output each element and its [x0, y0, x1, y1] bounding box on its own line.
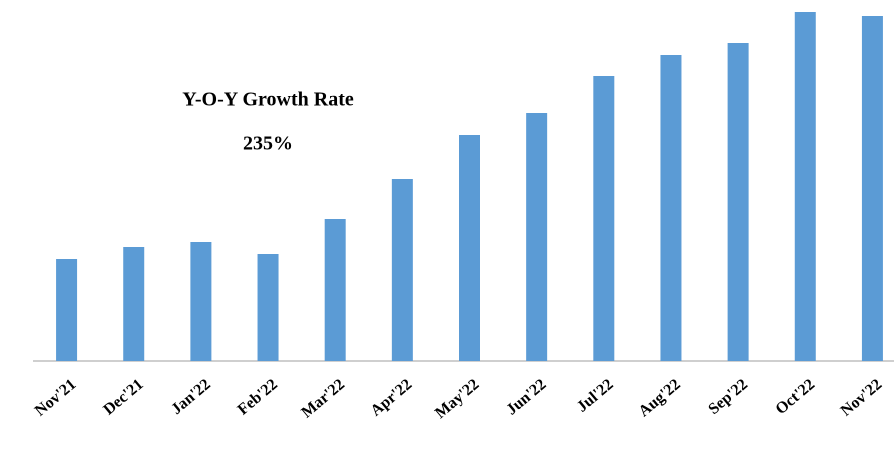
- x-tick-label: Jun'22: [503, 376, 549, 419]
- bar: [56, 259, 78, 361]
- bar: [526, 113, 548, 361]
- bar: [459, 135, 480, 361]
- x-tick-label: Oct'22: [773, 376, 819, 418]
- x-tick-label: Aug'22: [636, 376, 684, 420]
- bar: [794, 12, 816, 361]
- bar: [593, 76, 615, 361]
- x-tick-label: Apr'22: [368, 376, 416, 420]
- bar: [257, 254, 279, 361]
- annotation: 235%: [243, 133, 293, 155]
- bar: [727, 43, 749, 361]
- annotation: Y-O-Y Growth Rate: [182, 89, 354, 111]
- x-tick-label: Nov'22: [838, 376, 886, 420]
- x-tick-label: Jan'22: [168, 376, 214, 418]
- bar: [190, 242, 212, 361]
- x-tick-label: May'22: [432, 376, 482, 422]
- x-tick-label: Mar'22: [298, 376, 348, 422]
- bar: [324, 219, 346, 361]
- x-tick-label: Nov'21: [32, 376, 80, 420]
- bar: [861, 16, 883, 361]
- bar: [660, 55, 682, 361]
- x-tick-label: Dec'21: [100, 376, 146, 419]
- bar: [391, 179, 413, 361]
- x-tick-label: Sep'22: [705, 376, 751, 418]
- x-tick-label: Feb'22: [235, 376, 281, 419]
- x-tick-label: Jul'22: [574, 376, 617, 416]
- bar: [123, 247, 145, 361]
